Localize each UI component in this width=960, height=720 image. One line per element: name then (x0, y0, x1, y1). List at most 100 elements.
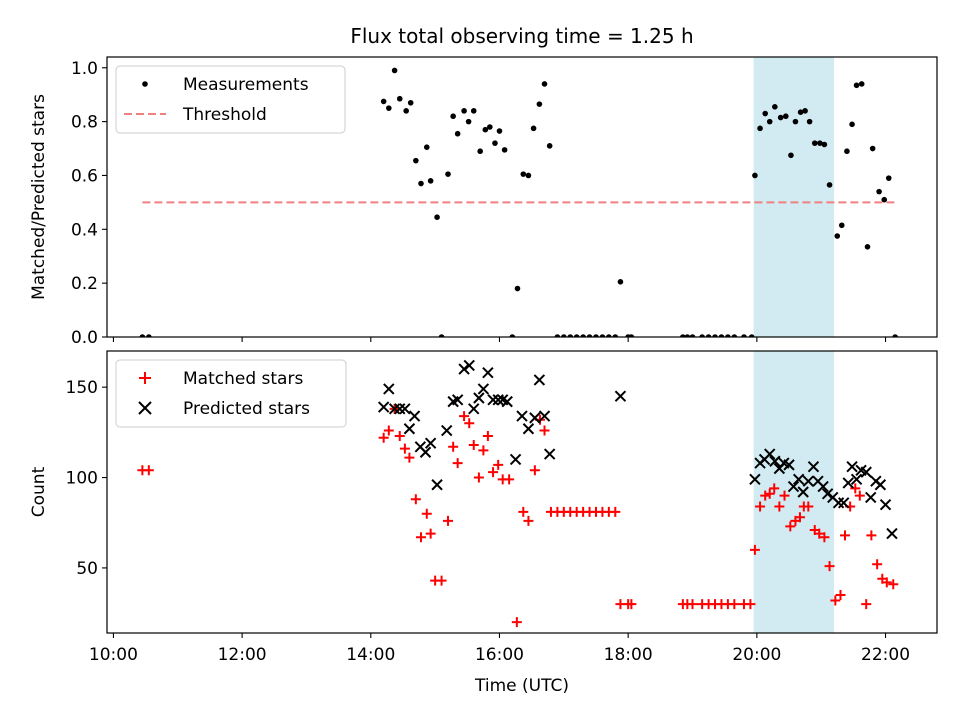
data-point (473, 392, 485, 404)
data-point (482, 366, 494, 379)
data-point (396, 95, 403, 102)
data-point (861, 599, 872, 610)
data-point (755, 501, 766, 512)
axes-frame (106, 350, 938, 634)
data-point (718, 334, 725, 337)
data-point (514, 285, 521, 292)
data-point (834, 233, 841, 239)
data-point (824, 561, 835, 572)
data-point (493, 459, 504, 470)
data-point (821, 488, 834, 500)
shaded-region (753, 57, 835, 337)
data-point (454, 130, 461, 137)
data-point (561, 334, 567, 337)
data-point (684, 334, 691, 337)
data-point (764, 448, 776, 460)
y-tick-label: 0.8 (71, 113, 98, 133)
data-point (876, 188, 882, 195)
data-point (872, 559, 883, 570)
x-tick-label: 14:00 (346, 645, 395, 665)
legend-marker (138, 401, 152, 415)
data-point (410, 494, 421, 505)
x-tick-label: 16:00 (475, 645, 524, 665)
data-point (423, 144, 430, 150)
data-point (427, 178, 434, 184)
data-point (509, 334, 516, 337)
data-point (418, 180, 424, 187)
series-dot (139, 67, 898, 337)
data-point (807, 460, 820, 473)
x-tick-label: 18:00 (604, 645, 653, 665)
data-point (783, 459, 795, 471)
plot-area (137, 359, 899, 628)
data-point (399, 403, 411, 415)
data-point (792, 118, 799, 125)
data-point (520, 171, 527, 177)
top-chart-title: Flux total observing time = 1.25 h (350, 24, 693, 48)
data-point (468, 440, 479, 450)
data-point (403, 108, 409, 114)
data-point (451, 394, 464, 406)
data-point (892, 334, 898, 337)
data-point (854, 490, 865, 501)
data-point (885, 175, 892, 181)
data-point (567, 334, 574, 337)
data-point (811, 140, 818, 146)
data-point (523, 515, 534, 526)
data-point (762, 110, 769, 117)
data-point (441, 424, 453, 437)
data-point (689, 334, 696, 337)
data-point (458, 363, 470, 375)
data-point (866, 530, 877, 541)
data-point (680, 334, 686, 337)
data-point (407, 99, 414, 106)
y-tick-label: 1.0 (71, 59, 98, 79)
data-point (487, 124, 493, 130)
data-point (518, 506, 529, 517)
data-point (749, 473, 761, 486)
data-point (383, 383, 395, 395)
data-point (403, 423, 416, 435)
legend (115, 65, 346, 134)
data-point (492, 140, 498, 146)
data-point (511, 617, 522, 628)
data-point (431, 479, 443, 491)
data-point (749, 544, 760, 555)
y-axis-label: Matched/Predicted stars (29, 94, 49, 300)
data-point (477, 148, 483, 155)
bottom-panel: 50 100 150 10:00 12:00 14:00 16:00 18:00 20:00 22… (29, 350, 938, 696)
data-point (383, 425, 394, 436)
data-point (626, 599, 637, 610)
data-point (404, 452, 415, 463)
y-tick-label: 0.2 (71, 274, 98, 294)
data-point (769, 483, 780, 494)
data-point (731, 334, 738, 337)
data-point (865, 491, 877, 504)
data-point (516, 410, 528, 422)
data-point (478, 445, 489, 456)
legend (115, 359, 347, 428)
data-point (546, 143, 553, 149)
data-point (832, 497, 845, 509)
data-point (434, 214, 440, 220)
data-point (850, 473, 863, 486)
y-tick-label: 0.0 (71, 328, 98, 348)
data-point (378, 432, 389, 443)
data-point (628, 334, 635, 337)
data-point (464, 418, 475, 429)
y-tick-label: 0.4 (71, 220, 98, 240)
data-point (748, 334, 755, 337)
data-point (421, 508, 432, 519)
data-point (617, 279, 624, 285)
data-point (399, 443, 410, 454)
top-panel: 0.0 0.2 0.4 0.6 0.8 1.0 Matched/Predicted star… (29, 56, 938, 348)
data-point (842, 477, 854, 489)
data-point (391, 67, 398, 74)
data-point (837, 497, 850, 509)
data-point (806, 118, 813, 125)
legend-marker (142, 81, 148, 87)
data-point (580, 334, 586, 337)
legend-marker (139, 372, 151, 384)
data-point (853, 82, 860, 89)
